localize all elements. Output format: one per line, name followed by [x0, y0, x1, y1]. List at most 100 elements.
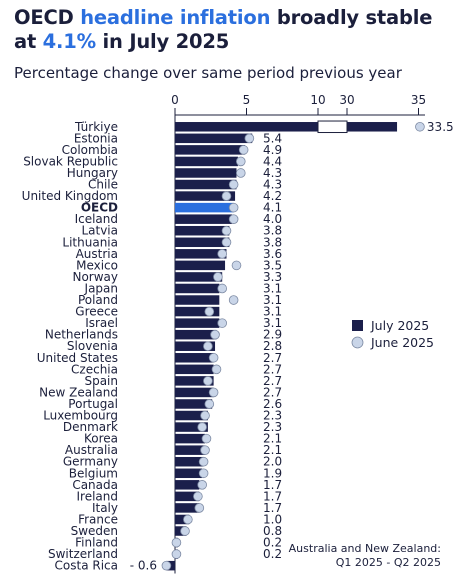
footnote-line-1: Australia and New Zealand: [288, 542, 441, 555]
value-label: 3.8 [263, 235, 282, 249]
value-label: 0.2 [263, 536, 282, 550]
category-label: Lithuania [62, 235, 118, 249]
value-label: 2.8 [263, 339, 282, 353]
marker-june [221, 191, 232, 201]
bar-july [175, 364, 214, 375]
bar-july [175, 237, 230, 248]
category-label: United Kingdom [22, 189, 118, 203]
value-label: 3.1 [263, 281, 282, 295]
category-label: Norway [72, 270, 118, 284]
value-label: 1.0 [263, 512, 282, 526]
value-label: 2.0 [263, 455, 282, 469]
bar-july [175, 306, 220, 317]
marker-june [235, 168, 246, 178]
category-label: Slovenia [67, 339, 118, 353]
category-label: Switzerland [48, 547, 118, 561]
category-label: Japan [84, 281, 118, 295]
category-label: Korea [84, 432, 118, 446]
value-label: 33.5 [427, 120, 454, 134]
category-label: Estonia [74, 131, 118, 145]
marker-june [197, 480, 207, 490]
bar-july [175, 433, 206, 444]
category-label: Sweden [71, 524, 118, 538]
bar-july [175, 214, 233, 224]
bar-july [175, 445, 206, 455]
value-label: 2.9 [263, 328, 282, 342]
category-label: Belgium [69, 466, 118, 480]
category-label: United States [37, 351, 118, 365]
bar-july [175, 295, 220, 305]
chart-title: OECD headline inflation broadly stable a… [14, 6, 433, 53]
category-label: Italy [92, 501, 118, 515]
value-label: 2.3 [263, 420, 282, 434]
category-label: Hungary [67, 166, 118, 180]
marker-june [171, 549, 182, 559]
value-label: 4.3 [263, 178, 282, 192]
marker-june [213, 272, 223, 282]
category-label: Israel [85, 316, 118, 330]
category-label: Costa Rica [55, 559, 118, 573]
marker-june [200, 410, 210, 421]
x-tick-label: 0 [171, 93, 179, 107]
marker-june [180, 526, 190, 536]
bar-july [175, 272, 223, 282]
bar-july [175, 491, 200, 502]
marker-june [200, 445, 210, 455]
value-label: 4.4 [263, 154, 282, 168]
footnote-line-2: Q1 2025 - Q2 2025 [335, 556, 441, 569]
value-label: - 0.6 [130, 559, 157, 573]
value-label: 0.2 [263, 547, 282, 561]
category-label: Netherlands [45, 328, 118, 342]
value-label: 3.1 [263, 293, 282, 307]
category-label: Portugal [68, 397, 118, 411]
value-label: 3.1 [263, 305, 282, 319]
marker-june [198, 456, 209, 467]
bar-july [175, 318, 220, 328]
legend-marker-june [351, 336, 364, 349]
bar-july [175, 225, 230, 236]
category-label: Australia [65, 443, 118, 457]
marker-june [203, 376, 213, 386]
marker-june [193, 491, 203, 502]
marker-june [183, 514, 193, 525]
value-label: 2.7 [263, 362, 282, 376]
x-tick-label: 10 [310, 93, 325, 107]
marker-june [171, 537, 182, 548]
x-tick-label: 35 [411, 93, 426, 107]
value-label: 2.7 [263, 351, 282, 365]
bar-july [175, 133, 253, 144]
value-label: 3.6 [263, 247, 282, 261]
value-label: 0.8 [263, 524, 282, 538]
marker-june [211, 364, 222, 375]
bar-july [175, 480, 200, 490]
bar-july [175, 514, 190, 525]
marker-june [217, 249, 227, 259]
bar-july [175, 249, 227, 259]
marker-june [198, 468, 209, 479]
value-label: 3.3 [263, 270, 282, 284]
value-label: 1.9 [263, 466, 282, 480]
chart-subtitle: Percentage change over same period previ… [14, 64, 402, 82]
category-label: Luxembourg [43, 409, 118, 423]
bar-july [175, 329, 217, 340]
category-label: Poland [78, 293, 118, 307]
marker-june [228, 214, 239, 224]
legend-swatch-july [352, 320, 363, 331]
bar-july [175, 168, 237, 178]
value-label: 4.0 [263, 212, 282, 226]
marker-june [231, 260, 242, 271]
value-label: 4.1 [263, 201, 282, 215]
bar-july [175, 376, 214, 386]
value-label: 1.7 [263, 478, 282, 492]
value-label: 3.1 [263, 316, 282, 330]
x-tick-label: 5 [243, 93, 251, 107]
value-label: 2.1 [263, 443, 282, 457]
bar-july [175, 456, 204, 467]
value-label: 2.1 [263, 432, 282, 446]
value-label: 1.7 [263, 489, 282, 503]
category-label: Colombia [62, 143, 118, 157]
category-label: Chile [88, 178, 118, 192]
marker-june [201, 433, 212, 444]
value-label: 4.9 [263, 143, 282, 157]
